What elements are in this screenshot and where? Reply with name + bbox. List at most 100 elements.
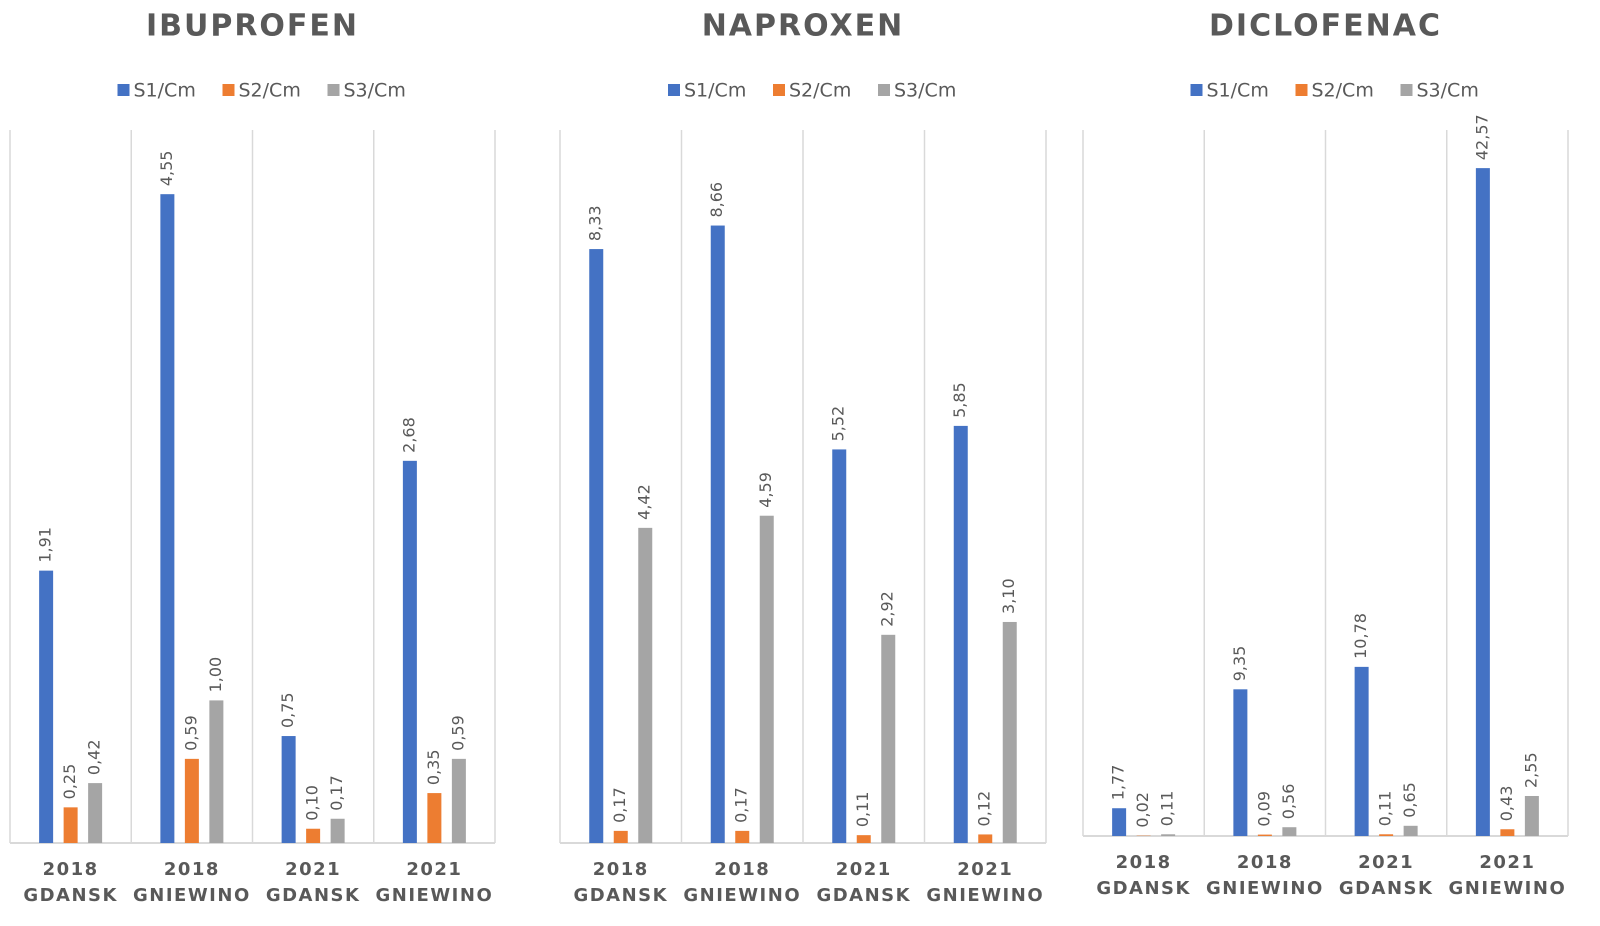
bar [638, 527, 653, 843]
value-label: 4,55 [157, 151, 176, 187]
legend-swatch [1190, 84, 1203, 96]
bar [1257, 834, 1272, 836]
x-tick-label: GDANSK [573, 885, 668, 906]
bar [856, 835, 871, 843]
x-tick-label: GNIEWINO [1449, 878, 1567, 899]
bar [1475, 168, 1490, 836]
value-label: 10,78 [1351, 613, 1370, 659]
x-tick-label: GNIEWINO [133, 885, 251, 906]
x-tick-label: GDANSK [1096, 878, 1191, 899]
bar [1161, 834, 1176, 836]
bar [613, 830, 628, 843]
legend-label: S1/Cm [684, 80, 746, 102]
value-label: 9,35 [1230, 646, 1249, 682]
value-label: 0,42 [85, 739, 104, 775]
value-label: 2,68 [399, 417, 418, 453]
bar [160, 194, 175, 844]
x-tick-label: 2021 [1358, 852, 1414, 873]
bar [1282, 827, 1297, 836]
value-label: 42,57 [1472, 114, 1491, 160]
value-label: 1,91 [36, 527, 55, 563]
legend-swatch [878, 84, 890, 96]
value-label: 0,65 [1400, 782, 1419, 818]
bar [1002, 621, 1017, 843]
legend-swatch [773, 84, 785, 96]
value-label: 0,11 [1376, 791, 1395, 827]
bar [88, 783, 103, 843]
x-tick-label: 2018 [1116, 852, 1172, 873]
bar [589, 249, 604, 844]
value-label: 0,10 [303, 785, 322, 821]
value-label: 8,66 [707, 182, 726, 218]
value-label: 5,52 [829, 406, 848, 442]
value-label: 0,12 [975, 791, 994, 827]
x-tick-label: 2018 [164, 859, 220, 880]
bar [184, 758, 199, 843]
value-label: 0,35 [424, 749, 443, 785]
legend-swatch [1400, 84, 1413, 96]
value-label: 2,55 [1521, 752, 1540, 788]
bar [1524, 795, 1539, 836]
x-tick-label: GDANSK [266, 885, 361, 906]
legend-label: S3/Cm [894, 80, 956, 102]
x-tick-label: 2021 [836, 859, 892, 880]
legend-label: S2/Cm [1312, 80, 1374, 102]
x-tick-label: GNIEWINO [683, 885, 801, 906]
legend-swatch [222, 84, 235, 96]
value-label: 4,42 [635, 484, 654, 520]
x-tick-label: 2021 [957, 859, 1013, 880]
x-tick-label: 2018 [593, 859, 649, 880]
legend-label: S1/Cm [1207, 80, 1269, 102]
legend-label: S3/Cm [344, 80, 406, 102]
bar [735, 830, 750, 843]
value-label: 0,43 [1497, 786, 1516, 822]
value-label: 8,33 [586, 205, 605, 241]
chart-title: DICLOFENAC [1209, 9, 1442, 44]
bar [759, 515, 774, 843]
x-tick-label: GDANSK [1339, 878, 1434, 899]
legend-swatch [117, 84, 130, 96]
x-tick-label: 2018 [714, 859, 770, 880]
bar [710, 225, 725, 844]
value-label: 0,09 [1254, 791, 1273, 827]
value-label: 0,17 [732, 787, 751, 823]
value-label: 2,92 [878, 591, 897, 627]
value-label: 0,59 [181, 715, 200, 751]
legend-label: S2/Cm [789, 80, 851, 102]
value-label: 0,56 [1279, 784, 1298, 820]
x-tick-label: GDANSK [23, 885, 118, 906]
bar [306, 828, 321, 843]
value-label: 3,10 [999, 578, 1018, 614]
bar [281, 736, 296, 843]
bar [881, 634, 896, 843]
value-label: 0,17 [327, 775, 346, 811]
bar [978, 834, 993, 843]
x-tick-label: 2018 [1237, 852, 1293, 873]
value-label: 0,11 [853, 792, 872, 828]
bar [39, 570, 54, 843]
value-label: 1,77 [1109, 765, 1128, 801]
x-tick-label: 2021 [285, 859, 341, 880]
value-label: 0,75 [278, 692, 297, 728]
x-tick-label: GNIEWINO [376, 885, 494, 906]
x-tick-label: GNIEWINO [926, 885, 1044, 906]
x-tick-label: 2021 [1479, 852, 1535, 873]
x-tick-label: GDANSK [816, 885, 911, 906]
bar [832, 449, 847, 843]
bar [1112, 808, 1127, 836]
x-tick-label: 2021 [406, 859, 462, 880]
bar [953, 425, 968, 843]
bar [427, 793, 442, 843]
value-label: 0,11 [1158, 791, 1177, 827]
legend-swatch [327, 84, 340, 96]
value-label: 0,02 [1133, 792, 1152, 828]
legend-swatch [668, 84, 680, 96]
bar [1379, 834, 1394, 836]
value-label: 0,59 [448, 715, 467, 751]
chart-title: NAPROXEN [702, 9, 905, 44]
bar [1233, 689, 1248, 836]
bar [1354, 666, 1369, 836]
legend-swatch [1295, 84, 1308, 96]
value-label: 0,25 [60, 764, 79, 800]
